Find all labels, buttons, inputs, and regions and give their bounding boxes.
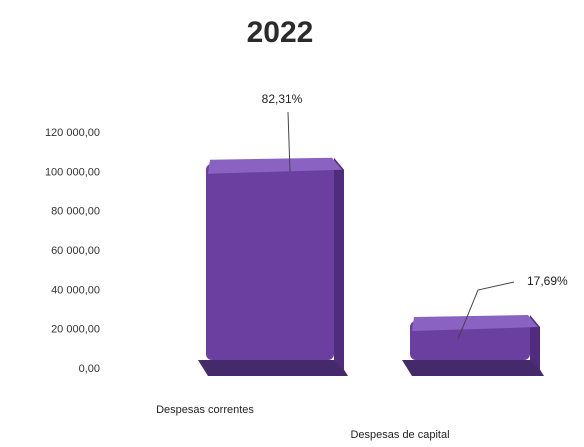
y-tick-label: 20 000,00	[51, 324, 100, 336]
bar-front	[206, 163, 334, 360]
bar-side	[530, 315, 540, 370]
y-tick-label: 0,00	[79, 363, 100, 375]
y-tick-label: 100 000,00	[45, 166, 100, 178]
bar	[198, 157, 348, 376]
y-tick-label: 120 000,00	[45, 127, 100, 139]
bar-base	[402, 360, 544, 376]
leader-line	[457, 281, 515, 340]
category-label: Despesas de capital	[350, 429, 449, 441]
data-labels: 82,31% 17,69%	[262, 92, 568, 340]
x-axis: Despesas correntes Despesas de capital	[156, 404, 449, 441]
bar-side	[334, 157, 344, 370]
chart-title: 2022	[247, 16, 314, 49]
bar-front	[410, 321, 530, 360]
y-tick-label: 60 000,00	[51, 245, 100, 257]
y-tick-label: 80 000,00	[51, 206, 100, 218]
category-label: Despesas correntes	[156, 404, 254, 416]
bar	[402, 315, 544, 376]
data-label: 17,69%	[527, 274, 568, 288]
bar-top	[208, 157, 342, 174]
bars	[198, 157, 544, 376]
leader-line	[287, 111, 291, 172]
data-label: 82,31%	[262, 92, 303, 106]
bar-top	[412, 315, 538, 332]
y-axis: 0,00 20 000,00 40 000,00 60 000,00 80 000,00…	[45, 127, 100, 375]
bar-base	[198, 360, 348, 376]
y-tick-label: 40 000,00	[51, 284, 100, 296]
